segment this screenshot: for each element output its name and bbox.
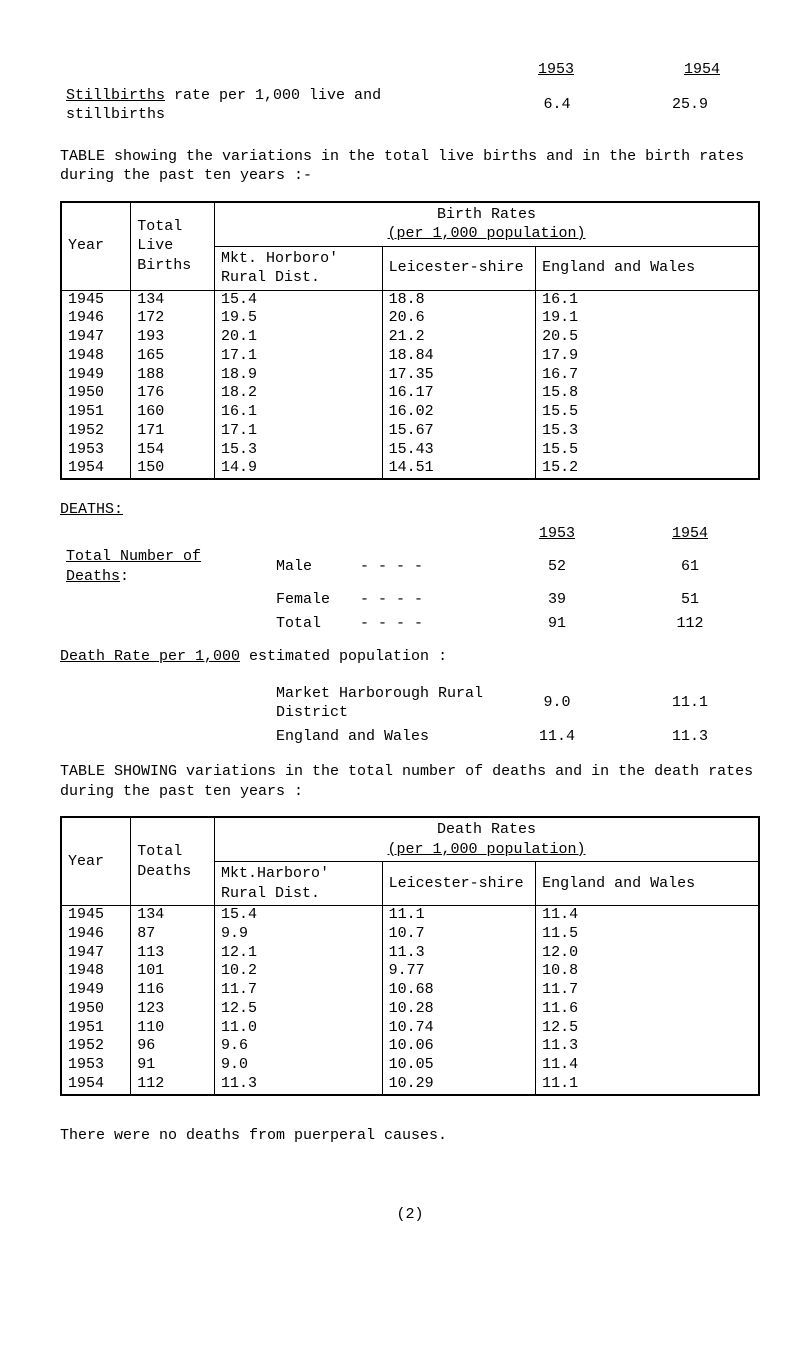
female-54: 51	[620, 588, 760, 612]
col-year: Year	[61, 202, 131, 291]
male-54: 61	[620, 545, 760, 588]
total-row-label: Total	[270, 612, 354, 636]
total-deaths-label: Total Number of Deaths	[66, 548, 201, 585]
col-leic: Leicester-shire	[382, 246, 536, 290]
birth-table-intro: TABLE showing the variations in the tota…	[60, 147, 760, 186]
mkt-54: 11.1	[620, 682, 760, 725]
table-cell-eng: 16.119.120.517.916.715.815.515.315.515.2	[536, 290, 759, 479]
death-rates-table: Year Total Deaths Death Rates (per 1,000…	[60, 816, 760, 1096]
header-years: 1953 1954	[60, 60, 760, 80]
eng-53: 11.4	[494, 725, 620, 749]
table-cell-mkt: 15.419.520.117.118.918.216.117.115.314.9	[215, 290, 383, 479]
table-cell-mkt: 15.49.912.110.211.712.511.09.69.011.3	[215, 906, 383, 1095]
d-col-leic: Leicester-shire	[382, 862, 536, 906]
death-rate-text: estimated population :	[240, 648, 447, 665]
mkt-district-label: Market Harborough Rural District	[270, 682, 494, 725]
eng-wales-label: England and Wales	[270, 725, 494, 749]
deaths-1953: 1953	[494, 522, 620, 546]
col-eng: England and Wales	[536, 246, 759, 290]
deaths-title: DEATHS:	[60, 500, 760, 520]
death-rate-summary: Market Harborough Rural District 9.0 11.…	[60, 682, 760, 749]
male-53: 52	[494, 545, 620, 588]
female-label: Female	[270, 588, 354, 612]
d-col-rates: Death Rates (per 1,000 population)	[215, 817, 759, 862]
d-col-year: Year	[61, 817, 131, 906]
col-mkt: Mkt. Horboro' Rural Dist.	[215, 246, 383, 290]
table-cell-total: 134871131011161231109691112	[131, 906, 215, 1095]
female-sep: - - - -	[354, 588, 494, 612]
deaths-1954: 1954	[620, 522, 760, 546]
table-cell-leic: 11.110.711.39.7710.6810.2810.7410.0610.0…	[382, 906, 536, 1095]
total-sep: - - - -	[354, 612, 494, 636]
header-1954: 1954	[684, 60, 720, 80]
table-cell-year: 1945194619471948194919501951195219531954	[61, 290, 131, 479]
table-cell-total: 134172193165188176160171154150	[131, 290, 215, 479]
female-53: 39	[494, 588, 620, 612]
d-col-eng: England and Wales	[536, 862, 759, 906]
footer-note: There were no deaths from puerperal caus…	[60, 1126, 760, 1146]
table-cell-leic: 18.820.621.218.8417.3516.1716.0215.6715.…	[382, 290, 536, 479]
stillbirths-1953: 6.4	[494, 84, 620, 127]
total-53: 91	[494, 612, 620, 636]
d-col-mkt: Mkt.Harboro' Rural Dist.	[215, 862, 383, 906]
total-54: 112	[620, 612, 760, 636]
eng-54: 11.3	[620, 725, 760, 749]
death-table-intro: TABLE SHOWING variations in the total nu…	[60, 762, 760, 801]
male-sep: - - - -	[354, 545, 494, 588]
table-cell-year: 1945194619471948194919501951195219531954	[61, 906, 131, 1095]
col-total: Total Live Births	[131, 202, 215, 291]
stillbirths-row: Stillbirths rate per 1,000 live and stil…	[60, 84, 760, 127]
deaths-summary: 1953 1954 Total Number of Deaths: Male -…	[60, 522, 760, 636]
header-1953: 1953	[538, 60, 574, 80]
death-rate-label: Death Rate per 1,000	[60, 648, 240, 665]
birth-rates-table: Year Total Live Births Birth Rates (per …	[60, 201, 760, 481]
mkt-53: 9.0	[494, 682, 620, 725]
col-rates: Birth Rates (per 1,000 population)	[215, 202, 759, 247]
table-cell-eng: 11.411.512.010.811.711.612.511.311.411.1	[536, 906, 759, 1095]
d-col-total: Total Deaths	[131, 817, 215, 906]
stillbirths-1954: 25.9	[620, 84, 760, 127]
page-number: (2)	[60, 1205, 760, 1225]
male-label: Male	[270, 545, 354, 588]
stillbirths-label: Stillbirths	[66, 87, 165, 104]
